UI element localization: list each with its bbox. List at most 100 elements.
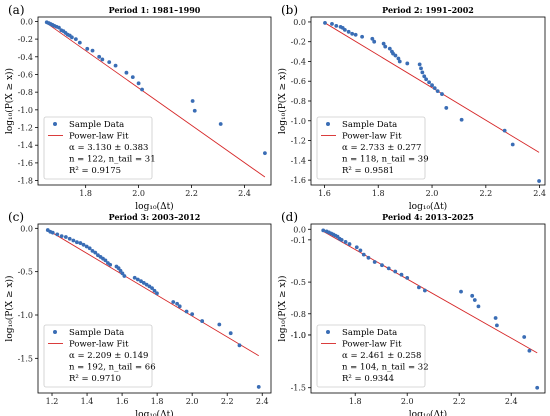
y-tick-label: -0.4 [291, 57, 306, 66]
data-point [386, 266, 391, 271]
data-point [107, 60, 112, 64]
data-point [177, 304, 182, 309]
x-axis-label: log₁₀(Δt) [135, 201, 173, 212]
legend-point-marker [326, 330, 330, 334]
y-tick-label: 0.0 [293, 225, 306, 234]
data-point [228, 331, 233, 336]
power-law-fit-line [46, 22, 266, 178]
y-tick-label: -0.8 [18, 88, 33, 97]
data-point [358, 248, 363, 253]
data-point [103, 258, 108, 263]
data-point [190, 99, 195, 103]
data-point [135, 277, 140, 282]
legend-entry: α = 3.130 ± 0.383 [69, 143, 148, 153]
data-point [73, 37, 78, 42]
panel-label: (a) [8, 3, 25, 17]
data-point [59, 234, 64, 239]
y-axis-label: log₁₀(P(X ≥ x)) [4, 275, 15, 341]
data-point [55, 232, 60, 237]
legend-entry: n = 122, n_tail = 31 [69, 155, 156, 165]
data-point [97, 54, 102, 59]
data-point [510, 142, 515, 147]
y-tick-label: -1.2 [18, 124, 33, 133]
y-tick-label: -0.6 [18, 70, 33, 79]
data-point [343, 240, 348, 244]
legend-entry: n = 192, n_tail = 66 [69, 363, 156, 373]
data-point [396, 56, 401, 61]
chart-title: Period 2: 1991–2002 [382, 5, 474, 15]
data-point [171, 300, 176, 304]
data-point [354, 245, 359, 250]
x-tick-label: 2.4 [238, 189, 251, 198]
legend-entry: Sample Data [69, 120, 124, 130]
x-tick-label: 2.2 [453, 397, 466, 406]
data-point [200, 319, 205, 323]
data-point [476, 304, 481, 309]
data-point [405, 275, 410, 280]
plot-frame [310, 223, 546, 394]
data-point [256, 385, 261, 389]
data-point [380, 263, 384, 268]
x-tick-label: 1.8 [79, 189, 92, 198]
data-point [419, 66, 423, 71]
data-point [84, 244, 89, 249]
y-tick-label: -0.2 [291, 38, 306, 47]
data-point [155, 291, 159, 296]
data-point [342, 27, 347, 32]
data-point [527, 348, 532, 353]
data-point [427, 80, 431, 85]
y-axis-label: log₁₀(P(X ≥ x)) [4, 68, 15, 134]
data-point [150, 286, 154, 291]
plot-frame [37, 223, 272, 394]
x-tick-label: 1.8 [151, 397, 164, 406]
data-point [381, 41, 386, 46]
y-axis-label: log₁₀(P(X ≥ x)) [277, 275, 288, 341]
panel-label: (c) [8, 210, 24, 224]
data-point [459, 117, 464, 122]
data-point [383, 44, 388, 49]
legend-point-marker [326, 122, 330, 126]
legend-entry: Sample Data [342, 328, 397, 338]
x-axis-label: log₁₀(Δt) [135, 409, 173, 416]
data-point [422, 74, 427, 79]
data-point [50, 230, 55, 235]
data-point [120, 271, 125, 276]
data-point [184, 309, 189, 314]
legend-box [316, 116, 426, 180]
data-point [118, 268, 123, 273]
data-point [522, 335, 527, 339]
data-point [140, 87, 144, 92]
y-tick-label: -1.0 [291, 331, 306, 340]
data-point [397, 59, 402, 64]
data-point [350, 31, 355, 36]
data-point [90, 48, 95, 53]
data-point [113, 63, 118, 68]
plot-frame [37, 16, 272, 186]
data-point [347, 242, 352, 246]
y-tick-label: -1.0 [291, 117, 306, 126]
chart-title: Period 1: 1981–1990 [109, 5, 201, 15]
legend-box [316, 324, 426, 388]
y-tick-label: -0.5 [18, 268, 33, 277]
data-point [100, 57, 105, 62]
legend-entry: α = 2.461 ± 0.258 [342, 351, 421, 361]
x-axis-label: log₁₀(Δt) [409, 409, 447, 416]
data-point [237, 343, 242, 348]
x-tick-label: 1.6 [116, 397, 129, 406]
legend-entry: Sample Data [342, 120, 397, 130]
data-point [67, 236, 72, 241]
x-tick-label: 2.2 [185, 189, 198, 198]
data-point [152, 288, 157, 293]
data-point [192, 108, 197, 113]
data-point [417, 285, 421, 290]
data-point [502, 128, 507, 133]
data-point [74, 240, 79, 245]
y-tick-label: -0.1 [291, 236, 306, 245]
data-point [346, 29, 351, 34]
data-point [116, 266, 121, 271]
data-point [190, 312, 195, 317]
legend-entry: n = 104, n_tail = 32 [342, 363, 429, 373]
data-point [372, 39, 377, 44]
data-point [69, 35, 74, 40]
y-tick-label: -1.4 [18, 141, 33, 150]
